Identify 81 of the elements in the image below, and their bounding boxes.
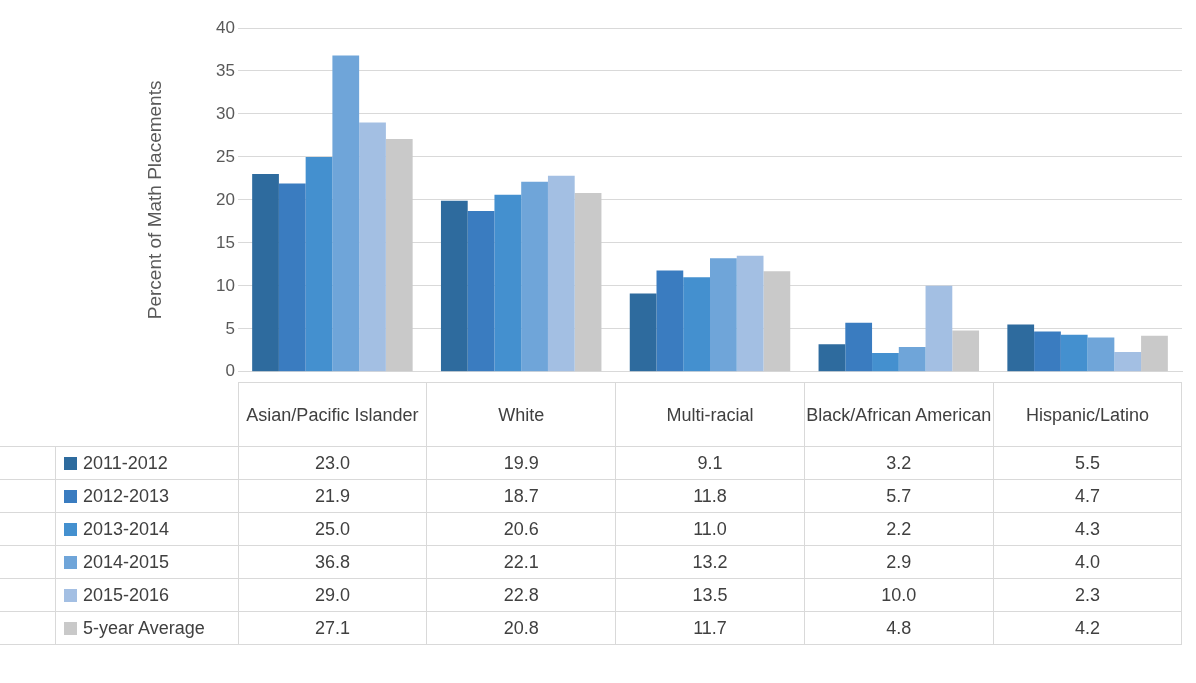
data-label: 4.8 [804, 611, 994, 645]
data-label: 2.2 [804, 512, 994, 546]
bar [683, 277, 710, 372]
data-label: 2.3 [993, 578, 1182, 612]
data-label: 20.6 [426, 512, 616, 546]
data-label: 4.2 [993, 611, 1182, 645]
bar [1141, 335, 1168, 372]
bar [521, 181, 548, 372]
y-tick-label: 35 [216, 60, 235, 80]
bar [818, 344, 846, 372]
data-label: 11.8 [615, 479, 805, 513]
bar [332, 55, 360, 372]
bar [952, 330, 980, 372]
data-label: 11.0 [615, 512, 805, 546]
y-tick-label: 10 [216, 275, 235, 295]
bar [359, 122, 386, 372]
y-tick-label: 25 [216, 146, 235, 166]
bar [467, 211, 495, 372]
bar [1060, 334, 1088, 372]
data-label: 21.9 [238, 479, 427, 513]
x-tick-label: White [426, 382, 616, 447]
bar [1114, 352, 1142, 372]
data-label: 13.2 [615, 545, 805, 579]
data-label: 4.0 [993, 545, 1182, 579]
data-label: 10.0 [804, 578, 994, 612]
bar [574, 193, 602, 372]
data-label: 25.0 [238, 512, 427, 546]
bar [252, 174, 279, 372]
x-tick-label: Black/African American [804, 382, 994, 447]
y-tick-label: 15 [216, 232, 235, 252]
data-label: 13.5 [615, 578, 805, 612]
bar [547, 175, 575, 372]
legend-label: 5-year Average [83, 617, 205, 639]
y-tick-label: 0 [225, 361, 235, 381]
data-label: 4.3 [993, 512, 1182, 546]
bar [656, 270, 684, 372]
data-label: 5.7 [804, 479, 994, 513]
legend-label: 2013-2014 [83, 518, 170, 540]
bar [736, 255, 764, 372]
x-tick-label: Multi-racial [615, 382, 805, 447]
bar [385, 138, 413, 372]
data-label: 4.7 [993, 479, 1182, 513]
bar [872, 352, 899, 372]
x-tick-label: Hispanic/Latino [993, 382, 1182, 447]
legend-label: 2014-2015 [83, 551, 170, 573]
bar [710, 258, 737, 372]
data-label: 29.0 [238, 578, 427, 612]
y-tick-label: 30 [216, 103, 235, 123]
data-label: 27.1 [238, 611, 427, 645]
data-label: 11.7 [615, 611, 805, 645]
legend-label: 2011-2012 [83, 452, 168, 474]
bar [494, 194, 522, 372]
x-tick-label: Asian/Pacific Islander [238, 382, 427, 447]
bar [1034, 331, 1061, 372]
data-label: 23.0 [238, 446, 427, 480]
data-label: 22.1 [426, 545, 616, 579]
legend-label: 2012-2013 [83, 485, 170, 507]
bar [440, 200, 468, 372]
bar [305, 156, 333, 372]
bar [1007, 324, 1035, 372]
data-label: 9.1 [615, 446, 805, 480]
bar [845, 322, 873, 372]
data-label: 5.5 [993, 446, 1182, 480]
y-axis-title: Percent of Math Placements [143, 80, 165, 320]
bar [763, 271, 791, 372]
data-label: 2.9 [804, 545, 994, 579]
bar [925, 285, 953, 372]
bar [898, 346, 926, 372]
data-label: 19.9 [426, 446, 616, 480]
data-label: 18.7 [426, 479, 616, 513]
data-label: 36.8 [238, 545, 427, 579]
data-label: 3.2 [804, 446, 994, 480]
data-label: 20.8 [426, 611, 616, 645]
bar [629, 293, 657, 372]
bar [1087, 337, 1115, 372]
data-label: 22.8 [426, 578, 616, 612]
y-tick-label: 5 [225, 318, 235, 338]
y-tick-label: 40 [216, 17, 235, 37]
bar [278, 183, 306, 372]
y-tick-label: 20 [216, 189, 235, 209]
legend-label: 2015-2016 [83, 584, 170, 606]
